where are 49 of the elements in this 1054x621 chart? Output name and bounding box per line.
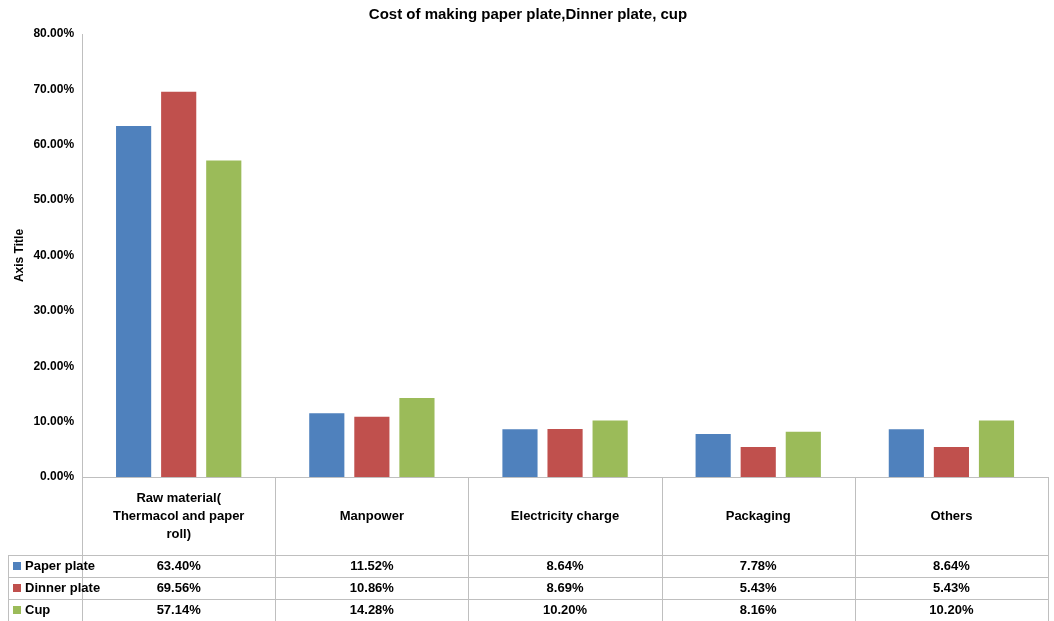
data-label: 14.28%	[349, 601, 395, 617]
data-label: 8.69%	[546, 579, 584, 595]
data-label: 63.40%	[156, 557, 202, 573]
data-label: 5.43%	[739, 579, 778, 595]
data-label: 10.20%	[543, 601, 588, 617]
y-tick-label: 10.00%	[33, 413, 75, 428]
bar	[547, 428, 583, 477]
y-axis-title: Axis Title	[11, 228, 26, 283]
x-tick-label: Packaging	[725, 507, 791, 523]
y-tick-label: 50.00%	[33, 192, 75, 207]
data-label: 10.20%	[929, 601, 974, 617]
y-tick-label: 40.00%	[33, 247, 75, 262]
data-label: 8.16%	[739, 601, 778, 617]
y-tick-label: 70.00%	[33, 81, 75, 96]
bar	[309, 413, 345, 477]
legend-label: Cup	[25, 601, 51, 617]
bar	[888, 429, 924, 477]
data-label: 69.56%	[156, 579, 202, 595]
legend-label: Paper plate	[25, 557, 96, 573]
x-tick-label: Manpower	[339, 507, 405, 523]
y-tick-label: 30.00%	[33, 303, 75, 318]
x-tick-label: Others	[930, 507, 973, 523]
legend-label: Dinner plate	[25, 579, 101, 595]
y-tick-label: 0.00%	[40, 469, 75, 484]
data-label: 5.43%	[932, 579, 971, 595]
bar	[206, 160, 242, 477]
data-label: 11.52%	[350, 557, 394, 573]
bar	[502, 429, 538, 477]
data-label: 57.14%	[156, 601, 202, 617]
y-tick-label: 80.00%	[33, 26, 75, 41]
y-tick-label: 60.00%	[33, 137, 75, 152]
bar	[399, 397, 435, 477]
chart-title: Cost of making paper plate,Dinner plate, cup	[368, 5, 688, 23]
x-tick-label: Raw material( Thermacol and paper roll)	[112, 489, 245, 541]
bar	[978, 420, 1015, 477]
x-tick-label: Electricity charge	[510, 507, 620, 523]
bar	[592, 420, 628, 477]
y-tick-label: 20.00%	[33, 358, 75, 373]
data-label: 8.64%	[546, 557, 584, 573]
data-label: 7.78%	[739, 557, 778, 573]
data-label: 8.64%	[932, 557, 971, 573]
bar	[933, 446, 969, 477]
bar	[695, 433, 731, 477]
bar	[161, 91, 197, 477]
bar	[354, 416, 390, 477]
data-label: 10.86%	[349, 579, 395, 595]
bar	[116, 125, 152, 477]
bar	[740, 446, 776, 477]
bar	[785, 431, 821, 477]
